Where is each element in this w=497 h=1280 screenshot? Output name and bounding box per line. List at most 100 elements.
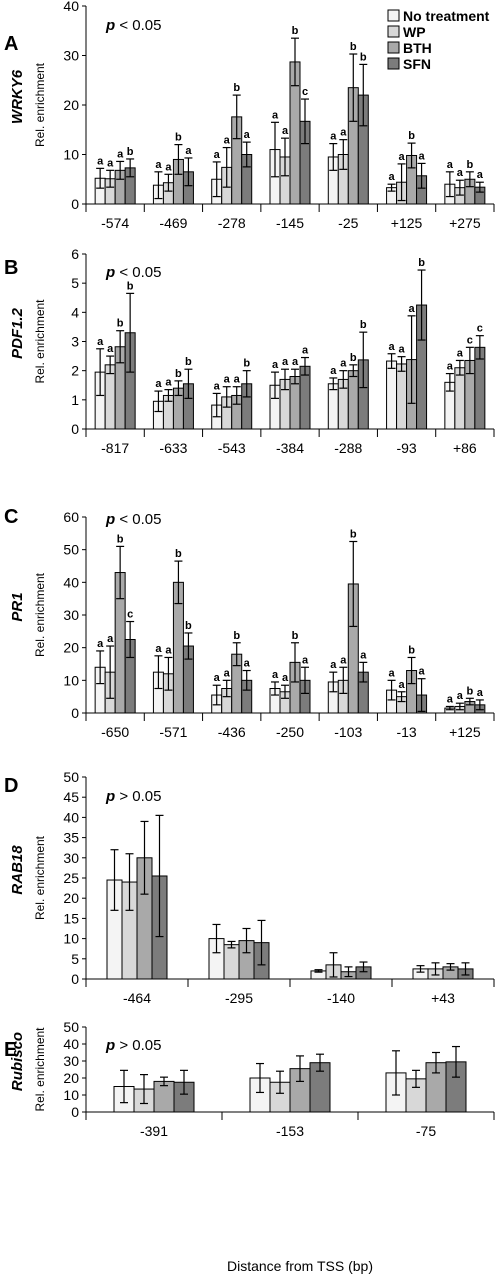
panel-a-significance-letter: b: [466, 159, 473, 171]
panel-e-letter: E: [4, 1039, 17, 1061]
panel-a-xtick-label: -145: [276, 215, 304, 231]
panel-c-significance-letter: a: [97, 638, 104, 650]
panel-b-ytick-label: 1: [71, 392, 79, 408]
panel-b-ytick-label: 4: [71, 304, 79, 320]
panel-b-significance-letter: b: [360, 319, 367, 331]
legend-swatch-wp: [387, 25, 400, 38]
panel-d-ytick-label: 35: [63, 830, 79, 846]
panel-a-significance-letter: a: [214, 149, 221, 161]
panel-d-ytick-label: 20: [63, 890, 79, 906]
panel-d-pvalue-note: p > 0.05: [105, 788, 161, 805]
panel-e-ytick-label: 50: [63, 1019, 79, 1035]
panel-b-significance-letter: b: [350, 352, 357, 364]
panel-b-gene-name: PDF1.2: [9, 307, 26, 359]
panel-a-gene-name: WRKY6: [9, 69, 26, 124]
panel-b-xtick-label: -543: [218, 440, 246, 456]
panel-d-ytick-label: 45: [63, 789, 79, 805]
panel-b-significance-letter: a: [340, 358, 347, 370]
panel-a-significance-letter: a: [117, 148, 124, 160]
panel-a-significance-letter: a: [419, 150, 426, 162]
panel-d-ytick-label: 5: [71, 951, 79, 967]
panel-e-ylabel: Rel. enrichment: [33, 1027, 47, 1112]
panel-c-xtick-label: -571: [159, 724, 187, 740]
panel-b-significance-letter: a: [447, 361, 454, 373]
panel-c-xtick-label: +125: [449, 724, 481, 740]
panel-e-ytick-label: 10: [63, 1087, 79, 1103]
panel-c-ytick-label: 50: [63, 542, 79, 558]
panel-a-significance-letter: a: [244, 129, 251, 141]
panel-a-significance-letter: a: [477, 169, 484, 181]
panel-a-letter: A: [4, 33, 18, 55]
panel-a-significance-letter: a: [282, 125, 289, 137]
panel-c-significance-letter: b: [185, 620, 192, 632]
panel-b-ytick-label: 5: [71, 275, 79, 291]
panel-b-significance-letter: a: [399, 344, 406, 356]
panel-c-significance-letter: a: [244, 658, 251, 670]
panel-a-xtick-label: -278: [218, 215, 246, 231]
panel-a-significance-letter: a: [224, 135, 231, 147]
panel-d-pvalue-text: > 0.05: [115, 788, 161, 805]
panel-d-xtick-label: +43: [431, 990, 455, 1006]
panel-c-xtick-label: -650: [101, 724, 129, 740]
panel-b-xtick-label: -633: [159, 440, 187, 456]
panel-c-significance-letter: a: [477, 687, 484, 699]
panel-a-significance-letter: a: [447, 159, 454, 171]
panel-a-significance-letter: b: [175, 132, 182, 144]
panel-c-significance-letter: a: [399, 679, 406, 691]
panel-b-significance-letter: a: [330, 365, 337, 377]
panel-b-bar: [347, 370, 359, 430]
panel-c-xtick-label: -103: [334, 724, 362, 740]
panel-c-significance-letter: a: [419, 666, 426, 678]
panel-e-ytick-label: 20: [63, 1070, 79, 1086]
panel-b-significance-letter: a: [214, 380, 221, 392]
panel-a-ylabel: Rel. enrichment: [33, 62, 47, 147]
panel-a-xtick-label: -574: [101, 215, 129, 231]
panel-d-xtick-label: -295: [225, 990, 253, 1006]
panel-c-ylabel: Rel. enrichment: [33, 572, 47, 657]
panel-c-pvalue-text: < 0.05: [115, 511, 161, 528]
panel-a-ytick-label: 10: [63, 147, 79, 163]
panel-c-letter: C: [4, 506, 18, 528]
panel-e-gene-name: Rubisco: [9, 1032, 26, 1091]
panel-e-ytick-label: 30: [63, 1053, 79, 1069]
panel-b-bar: [454, 367, 466, 430]
panel-c-pvalue-symbol: p: [105, 511, 115, 528]
panel-b-significance-letter: c: [467, 334, 473, 346]
panel-e-ytick-label: 40: [63, 1036, 79, 1052]
panel-a-significance-letter: a: [272, 109, 279, 121]
panel-b-significance-letter: a: [224, 374, 231, 386]
panel-c-significance-letter: a: [165, 644, 172, 656]
panel-a-pvalue-note: p < 0.05: [105, 17, 161, 34]
panel-b-bar: [327, 383, 339, 430]
legend-label: SFN: [403, 56, 431, 72]
panel-b-bar: [386, 360, 398, 430]
panel-e-xtick-label: -391: [140, 1123, 168, 1139]
panel-b-significance-letter: b: [175, 368, 182, 380]
panel-b-significance-letter: c: [477, 323, 483, 335]
legend-swatch-bth: [387, 41, 400, 54]
panel-b-xtick-label: -384: [276, 440, 304, 456]
panel-c-ytick-label: 20: [63, 640, 79, 656]
panel-c-significance-letter: a: [107, 633, 114, 645]
panel-c-significance-letter: a: [360, 649, 367, 661]
panel-d-gene-name: RAB18: [9, 845, 26, 895]
panel-b-ytick-label: 0: [71, 421, 79, 437]
panel-b-significance-letter: a: [272, 359, 279, 371]
panel-b-ytick-label: 2: [71, 363, 79, 379]
panel-c-significance-letter: b: [117, 533, 124, 545]
panel-c-xtick-label: -13: [396, 724, 416, 740]
panel-c-significance-letter: b: [466, 685, 473, 697]
legend-swatch-no-treatment: [387, 9, 400, 22]
shared-xlabel: Distance from TSS (bp): [227, 1258, 373, 1274]
panel-e-pvalue-note: p > 0.05: [105, 1037, 161, 1054]
panel-b-significance-letter: b: [418, 257, 425, 269]
panel-d-letter: D: [4, 775, 18, 797]
panel-e-pvalue-text: > 0.05: [115, 1037, 161, 1054]
panel-b-xtick-label: -93: [396, 440, 416, 456]
panel-d-ylabel: Rel. enrichment: [33, 835, 47, 920]
panel-a-significance-letter: b: [408, 130, 415, 142]
legend-swatch-sfn: [387, 57, 400, 70]
panel-c-significance-letter: a: [447, 693, 454, 705]
panel-a-significance-letter: a: [107, 157, 114, 169]
